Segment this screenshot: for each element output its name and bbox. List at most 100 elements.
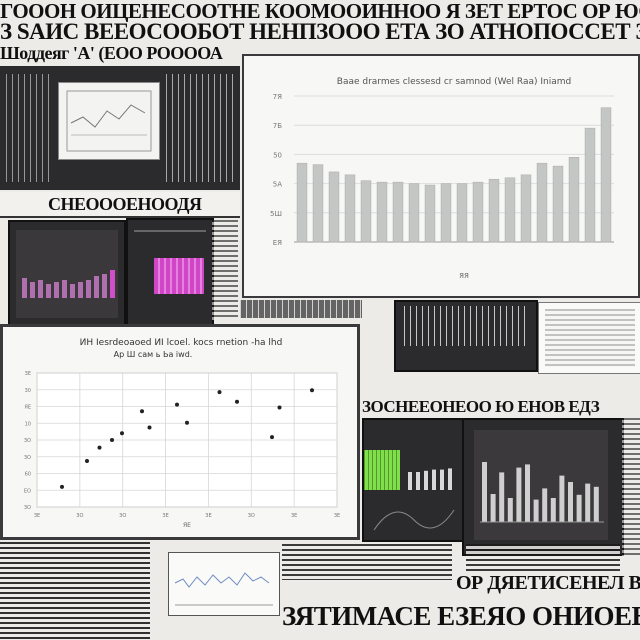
scatter-point: [185, 420, 189, 425]
scatter-ytick-label: ЗО: [24, 505, 31, 511]
main-bar-chart-xlabel: ЯЯ: [459, 272, 469, 280]
pink-thumb-bar: [70, 284, 75, 298]
top-headline-1: ГОООН ОИЦЕНЕСООТНЕ КООМООИННОО Я ЗЕТ ЕРТ…: [0, 0, 640, 22]
scatter-ytick-label: 30: [25, 388, 31, 394]
dark-panel-bar: [585, 483, 591, 522]
dark-panel-bar: [490, 494, 496, 522]
scatter-point: [277, 405, 282, 410]
bar-mark: [584, 127, 596, 243]
bar-ytick-label: 7Я: [273, 93, 282, 101]
scatter-title: ИН Iesrdeoaoed ИI lcoel. kocs rnetion -h…: [80, 338, 283, 348]
scatter-xtick-label: ЗЕ: [34, 513, 40, 519]
scatter-xtick-label: ЗЕ: [205, 513, 211, 519]
bottom-right-text: [466, 544, 620, 572]
scatter-ytick-label: ЗО: [24, 455, 31, 461]
scatter-point: [217, 390, 222, 395]
bottom-middle-text: [282, 544, 452, 580]
bar-ytick-label: 5А: [273, 181, 282, 189]
scatter-ytick-label: ЕО: [24, 488, 31, 494]
scatter-xtick-label: ЗО: [119, 513, 126, 519]
main-bar-chart: Baae drarmes clessesd cr samnod (Wel Raa…: [270, 77, 614, 280]
scatter-point: [110, 438, 114, 442]
bar-ytick-label: 7Б: [273, 122, 282, 130]
scatter-xtick-label: ЗО: [248, 513, 255, 519]
bar-chart-thumbnail-icon: [462, 418, 624, 556]
lime-panel-bar: [432, 469, 436, 490]
scatter-subtitle: Ap Ш сам ь Ьа iwd.: [114, 350, 193, 359]
bar-mark: [472, 181, 484, 243]
scatter-point: [85, 459, 89, 464]
bar-mark: [296, 162, 308, 243]
pink-thumb-bar: [30, 282, 35, 298]
scatter-point: [140, 409, 144, 414]
scatter-xtick-label: ЗЕ: [334, 513, 340, 519]
dark-panel-bar: [516, 467, 522, 522]
bar-mark: [456, 183, 468, 243]
lime-panel-bar: [416, 472, 420, 490]
top-headline-2: З SАИС ВЕЕОСООБОТ НЕНПЗООО ЕТА ЗО АТНОПО…: [0, 20, 640, 44]
bar-mark: [392, 181, 404, 243]
scatter-point: [175, 402, 179, 407]
pink-thumb-bar: [86, 280, 91, 298]
dark-text-column: [6, 74, 50, 182]
dark-panel-bar: [559, 475, 565, 522]
scatter-point: [97, 445, 102, 450]
scatter-chart: ИН Iesrdeoaoed ИI lcoel. kocs rnetion -h…: [24, 338, 340, 529]
magenta-thumbnail: [126, 218, 214, 326]
scatter-xlabel: ЯЕ: [183, 522, 191, 529]
bar-mark: [344, 174, 356, 243]
scatter-xtick-label: ЗЕ: [162, 513, 168, 519]
bar-mark: [312, 164, 324, 243]
main-bar-chart-frame: Baae drarmes clessesd cr samnod (Wel Raa…: [242, 54, 640, 298]
scatter-ytick-label: ЗО: [24, 438, 31, 444]
dark-panel-bar: [499, 472, 505, 522]
right-mini-chart-lines: [545, 309, 635, 367]
filmstrip-strip: [240, 300, 362, 318]
pink-thumb-bar: [78, 282, 83, 298]
lime-panel-bar: [424, 470, 428, 490]
bar-mark: [600, 107, 612, 243]
dark-text-column-right: [166, 74, 234, 182]
bar-mark: [552, 165, 564, 243]
bar-mark: [536, 162, 548, 243]
bar-mark: [360, 180, 372, 243]
scatter-point: [120, 431, 124, 436]
bar-mark: [408, 183, 420, 243]
bar-mark: [440, 183, 452, 243]
pink-thumb-bar: [54, 282, 59, 298]
main-bar-chart-title: Baae drarmes clessesd cr samnod (Wel Raa…: [337, 77, 571, 87]
dark-panel-bar: [568, 482, 573, 522]
dark-panel-bar: [525, 464, 530, 522]
scatter-point: [60, 484, 64, 489]
bar-mark: [568, 157, 580, 243]
scatter-ytick-label: 60: [25, 472, 31, 478]
chart-thumbnail-icon: [58, 82, 160, 160]
bar-mark: [520, 174, 532, 243]
dark-bars-lines: [404, 306, 528, 346]
scatter-ytick-label: ЗЕ: [25, 371, 31, 377]
pink-bar-thumbnail: [8, 220, 126, 326]
bar-mark: [424, 184, 436, 243]
dark-panel-bar: [550, 498, 556, 522]
top-left-dark-panel: [0, 66, 240, 190]
bar-mark: [328, 171, 340, 243]
bottom-headline-1: ОР ДЯЕТИСЕНЕЛ ВИОЯ: [456, 572, 640, 594]
lime-panel-bar: [408, 472, 412, 490]
lime-panel-bar: [448, 468, 452, 490]
scatter-point: [147, 425, 152, 430]
scatter-xtick-label: ЗО: [76, 513, 83, 519]
scatter-xtick-label: ЗЕ: [291, 513, 297, 519]
bar-mark: [488, 178, 500, 243]
pink-thumb-bar: [62, 280, 67, 298]
scatter-point: [235, 399, 239, 404]
dark-panel-bar: [593, 486, 599, 522]
scatter-ytick-label: ЯЕ: [24, 405, 31, 411]
dark-panel-bar: [507, 498, 513, 522]
dark-panel-bar: [542, 488, 548, 522]
bar-ytick-label: 5Ш: [270, 210, 282, 218]
bar-ytick-label: 50: [273, 151, 282, 159]
dark-panel-bar: [576, 494, 582, 522]
scatter-ytick-label: 10: [25, 421, 31, 427]
dark-panel-bar: [533, 499, 539, 522]
bar-ytick-label: ЕЯ: [273, 239, 282, 247]
